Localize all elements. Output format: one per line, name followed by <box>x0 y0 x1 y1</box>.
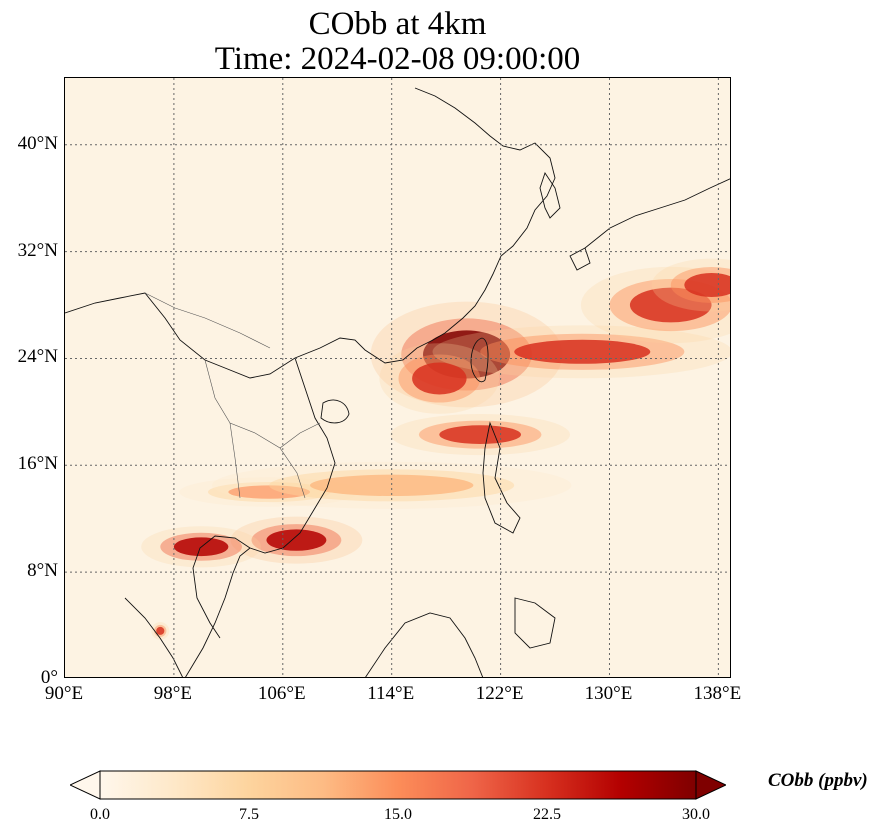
coastline-mainland <box>65 87 556 379</box>
plume-south-china-sea-band-2 <box>310 474 474 497</box>
colorbar-max-extend <box>695 770 726 800</box>
lon-tick-label: 130°E <box>584 683 633 704</box>
coastline-borneo <box>365 612 484 677</box>
plume-mekong-delta-2 <box>266 529 327 551</box>
plume-layer <box>141 258 730 640</box>
lat-tick-label: 0° <box>40 667 58 688</box>
coastline-luzon <box>482 421 521 534</box>
coastline-thailand-gulf <box>192 535 251 639</box>
plume-luzon-strait-band-2 <box>439 425 522 444</box>
lon-tick-label: 106°E <box>257 683 306 704</box>
colorbar-tick-label: 7.5 <box>239 806 259 823</box>
map-subtitle-time: Time: 2024-02-08 09:00:00 <box>214 41 581 77</box>
lon-tick-label: 90°E <box>44 683 84 704</box>
coastline-sumatra <box>124 597 184 677</box>
colorbar-tick-label: 15.0 <box>384 806 412 823</box>
lat-tick-label: 8°N <box>27 560 58 582</box>
lat-tick-label: 16°N <box>17 453 58 475</box>
plume-pacific-swirl-2 <box>629 287 712 323</box>
coastline-taiwan <box>470 337 489 383</box>
plume-east-sea-band-2 <box>514 339 651 364</box>
coastline-korea <box>539 171 561 219</box>
colorbar-min-extend <box>70 770 101 800</box>
plume-northern-sumatra-spot-2 <box>156 626 165 635</box>
border-lines <box>144 292 321 499</box>
map-canvas <box>65 78 730 677</box>
lat-tick-label: 24°N <box>17 346 58 368</box>
coastline-mindanao <box>514 597 556 649</box>
colorbar-tick-label: 0.0 <box>90 806 110 823</box>
lon-tick-label: 122°E <box>475 683 524 704</box>
colorbar <box>70 770 726 800</box>
colorbar-tick-label: 30.0 <box>682 806 710 823</box>
lon-tick-label: 114°E <box>367 683 415 704</box>
coastline-kyushu <box>569 247 591 271</box>
coastline-hainan <box>320 399 350 424</box>
map-title: CObb at 4km <box>308 6 487 42</box>
lat-tick-label: 32°N <box>17 239 58 261</box>
map-panel[interactable] <box>64 77 731 678</box>
lon-tick-label: 98°E <box>153 683 192 704</box>
plume-central-vietnam-2 <box>228 485 311 499</box>
lon-tick-label: 138°E <box>693 683 742 704</box>
lat-tick-label: 40°N <box>17 132 58 154</box>
plume-taiwan-strait-outflow-2 <box>412 362 467 395</box>
colorbar-label: CObb (ppbv) <box>768 770 868 791</box>
colorbar-tick-label: 22.5 <box>533 806 561 823</box>
coastline-japan <box>584 178 730 249</box>
gridlines <box>65 78 730 677</box>
colorbar-body <box>99 770 697 800</box>
